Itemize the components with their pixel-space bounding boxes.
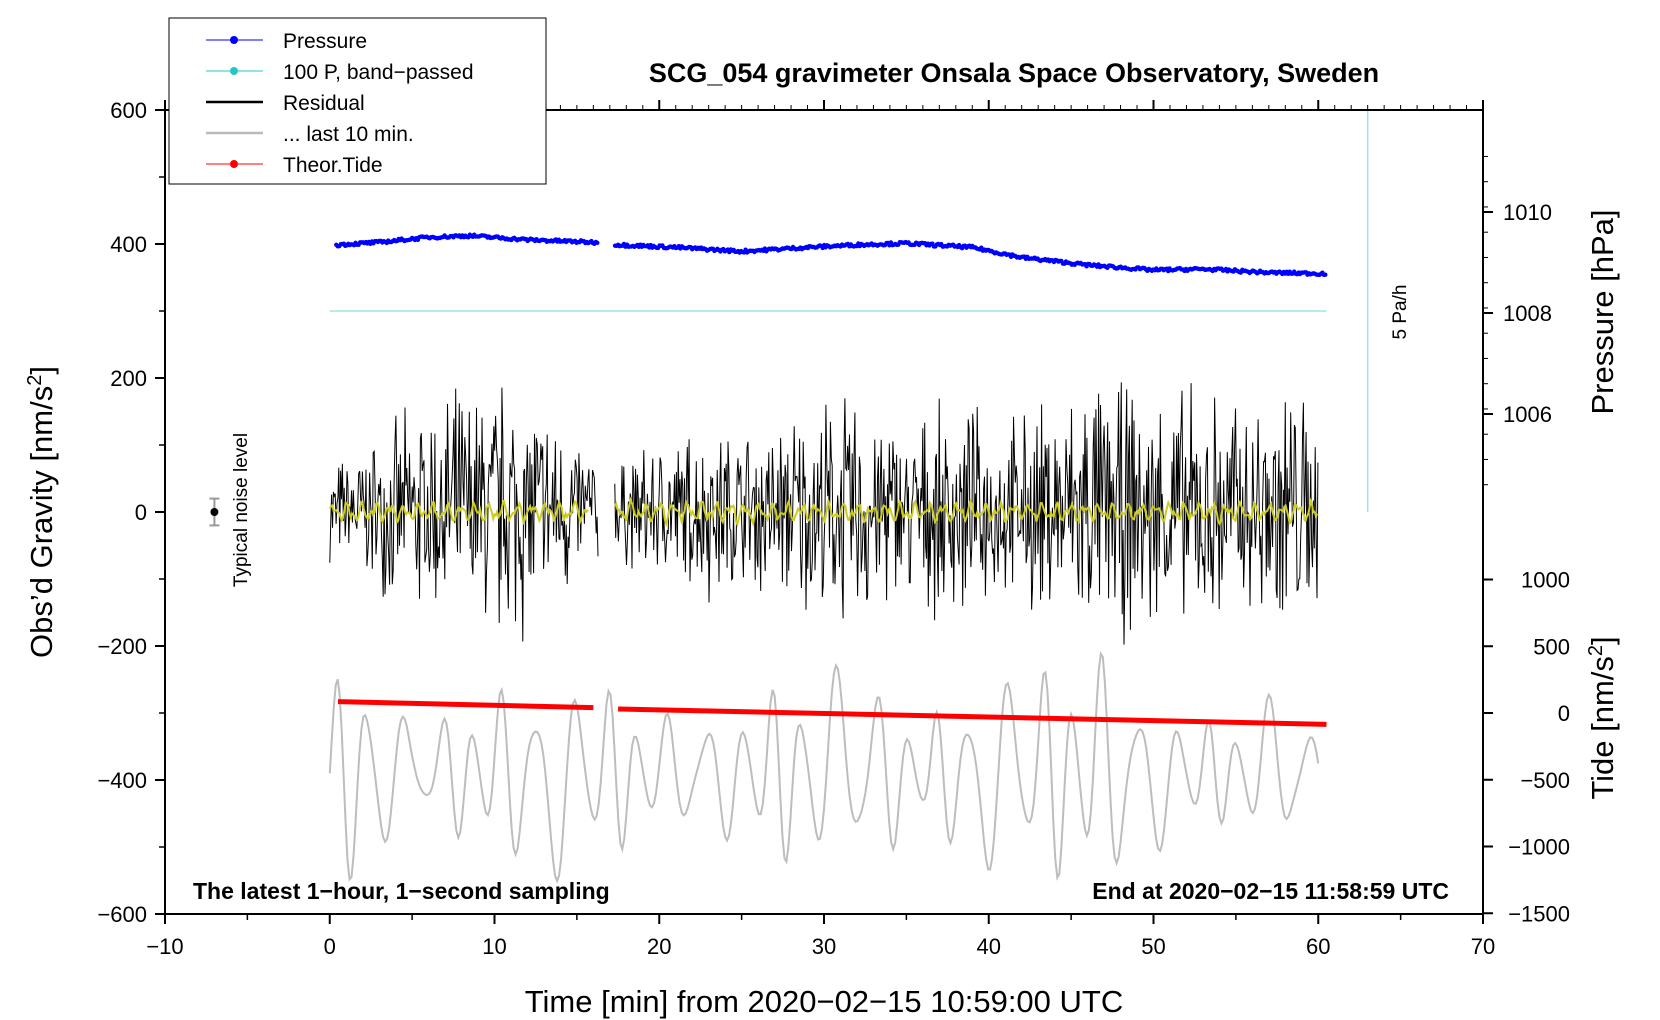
legend-box	[168, 17, 547, 185]
tide-tick-label: 0	[1558, 701, 1570, 726]
y-tick-label: −400	[97, 768, 147, 793]
tide-tick-label: −500	[1520, 768, 1570, 793]
y-tick-label: −600	[97, 902, 147, 927]
tide-line	[337, 699, 594, 711]
legend-item: Theor.Tide	[206, 154, 383, 177]
series-pressure	[334, 232, 1328, 277]
legend-item: 100 P, band−passed	[206, 61, 474, 84]
tide-tick-label: −1500	[1508, 901, 1570, 926]
series-residual-filtered	[328, 496, 1319, 528]
filtered-line	[613, 496, 1319, 528]
noise-point	[210, 508, 219, 516]
filtered-line	[328, 498, 589, 526]
x-tick-label: 30	[812, 934, 836, 959]
legend-item: ... last 10 min.	[206, 123, 414, 146]
tide-line	[618, 706, 1327, 727]
legend-swatch-dot	[230, 36, 238, 44]
last-10-min-line	[328, 651, 1320, 884]
pressure-tick-label: 1006	[1503, 402, 1552, 427]
tide-tick-label: 1000	[1521, 568, 1570, 593]
legend-item: Residual	[206, 92, 365, 115]
plot-frame	[164, 109, 1484, 915]
tide-tick-label: 500	[1533, 634, 1570, 659]
y-tick-label: 200	[110, 366, 147, 391]
axis-ticks: −10 0 10 20 30 40 50 60 70 −600 −400 −200 0 200 400 600…	[97, 98, 1570, 959]
x-tick-label: 50	[1141, 934, 1165, 959]
pressure-tick-label: 1008	[1503, 301, 1552, 326]
series-last-10-min	[328, 651, 1320, 884]
legend: Pressure 100 P, band−passed Residual ... la…	[168, 17, 547, 185]
pressure-point	[595, 240, 600, 245]
y-tick-label: 0	[135, 500, 147, 525]
x-tick-label: 70	[1471, 934, 1495, 959]
chart-title: SCG_054 gravimeter Onsala Space Observat…	[649, 58, 1379, 88]
annotation-end-time: End at 2020−02−15 11:58:59 UTC	[1092, 878, 1449, 904]
annotation-sampling: The latest 1−hour, 1−second sampling	[193, 878, 610, 904]
legend-label: 100 P, band−passed	[283, 61, 474, 84]
left-axis-title: Obs’d Gravity [nm/s2]	[24, 366, 59, 658]
legend-item: Pressure	[206, 30, 367, 53]
series-theor-tide	[337, 699, 1327, 727]
pressure-tick-label: 1010	[1503, 200, 1552, 225]
rate-marker-label: 5 Pa/h	[1390, 285, 1411, 340]
y-tick-label: 600	[110, 98, 147, 123]
tide-axis-title: Tide [nm/s2]	[1585, 636, 1620, 799]
pressure-point	[1323, 272, 1328, 277]
x-tick-label: 10	[482, 934, 506, 959]
legend-label: ... last 10 min.	[283, 123, 414, 146]
residual-line	[614, 382, 1319, 645]
y-tick-label: 400	[110, 232, 147, 257]
noise-marker	[209, 497, 220, 527]
legend-label: Theor.Tide	[283, 154, 383, 177]
legend-swatch-dot	[230, 160, 238, 168]
x-tick-label: −10	[146, 934, 183, 959]
x-tick-label: 60	[1306, 934, 1330, 959]
x-tick-label: 20	[647, 934, 671, 959]
tide-tick-label: −1000	[1508, 835, 1570, 860]
legend-label: Pressure	[283, 30, 367, 53]
x-tick-label: 0	[324, 934, 336, 959]
x-axis-title: Time [min] from 2020−02−15 10:59:00 UTC	[525, 984, 1124, 1019]
noise-level-label: Typical noise level	[231, 433, 252, 587]
legend-swatch-dot	[230, 67, 238, 75]
pressure-axis-title: Pressure [hPa]	[1585, 209, 1620, 414]
y-tick-label: −200	[97, 634, 147, 659]
legend-label: Residual	[283, 92, 365, 115]
x-tick-label: 40	[977, 934, 1001, 959]
